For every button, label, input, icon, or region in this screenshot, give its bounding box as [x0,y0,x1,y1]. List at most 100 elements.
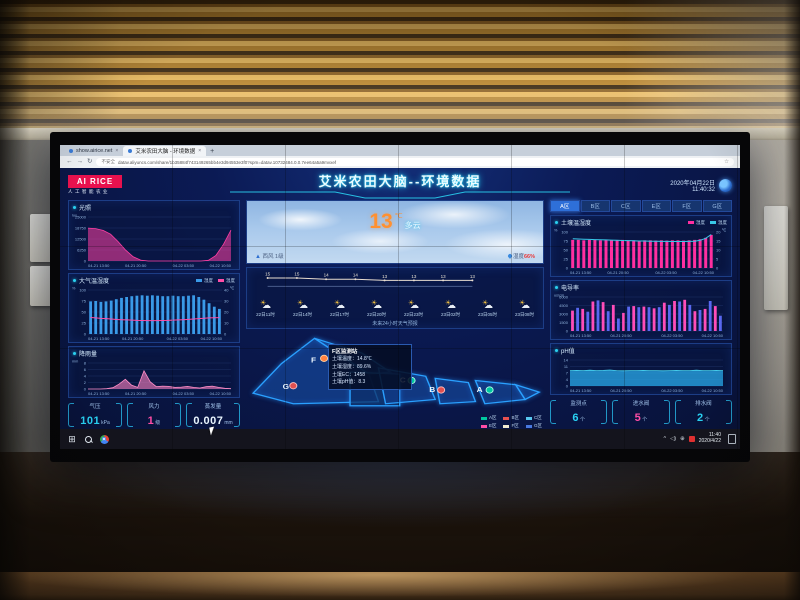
zone-tab[interactable]: E区 [641,200,671,212]
close-icon[interactable]: × [198,148,202,154]
windows-taskbar: ⊞ ^ ◁) ⊕ 11:40 2020/4/22 [60,429,740,449]
map-legend: A区 B区 C区 E区 F区 G区 [480,415,542,429]
tooltip-title: F区监测站 [332,349,358,355]
station-marker-g[interactable] [289,382,298,390]
volume-icon[interactable]: ◁) [670,436,677,442]
partly-cloudy-icon [259,299,272,311]
zone-tab[interactable]: A区 [550,200,580,212]
zone-tab[interactable]: G区 [702,200,732,212]
svg-text:04-21 13:50: 04-21 13:50 [88,391,110,396]
svg-text:04-22 10:50: 04-22 10:50 [702,388,724,393]
humidity-value: 66% [523,254,535,260]
stat-card: 气压 101kPa [68,401,122,429]
svg-text:6000: 6000 [559,295,569,300]
partly-cloudy-icon [333,299,346,311]
svg-text:15: 15 [294,272,300,277]
clock[interactable]: 11:40 2020/4/22 [698,432,721,445]
svg-text:30: 30 [224,299,229,304]
station-marker-b[interactable] [437,386,446,394]
soil-panel: 土壤温湿度 湿度 温度 100 75 50 25 0% 20 15 10 5 0 ℃ 04-21 13:… [550,215,732,277]
svg-text:04-22 03:50: 04-22 03:50 [661,388,683,393]
svg-text:℃: ℃ [722,229,727,233]
new-tab-button[interactable]: + [210,148,215,155]
svg-text:0: 0 [84,259,87,264]
svg-text:mm: mm [72,360,78,364]
svg-text:40: 40 [224,288,229,293]
legend-item: F区 [503,423,519,429]
svg-text:04-21 13:50: 04-21 13:50 [88,336,110,341]
dashboard: AI RICE 人工智能农业 艾米农田大脑--环境数据 2020年04月22日 … [60,168,740,429]
svg-text:us/cm: us/cm [554,294,564,298]
partly-cloudy-icon [518,299,531,311]
svg-text:04-22 03:50: 04-22 03:50 [173,263,195,268]
notification-center-icon[interactable] [728,434,736,444]
legend-item: G区 [525,423,542,429]
zone-tab[interactable]: F区 [672,200,702,212]
right-stats: 监测点 6个 进水阀 5个 排水阀 2个 [550,398,733,426]
stat-card: 风力 1级 [127,401,181,429]
header-time: 11:40:32 [692,186,715,193]
forward-icon[interactable]: → [76,157,84,165]
room-shadow-right [784,0,800,600]
chrome-taskbar-icon[interactable] [96,431,112,447]
panel-title: 降雨量 [79,352,98,358]
zone-label-a: A [477,386,483,394]
browser-tab-1[interactable]: show.airice.net × [64,146,123,156]
svg-text:0: 0 [84,387,87,392]
svg-text:04-22 10:50: 04-22 10:50 [702,333,724,338]
floor-wood-edge [0,572,800,600]
taskbar-date: 2020/4/22 [698,438,721,444]
svg-text:15: 15 [716,239,721,244]
bookmark-star-icon[interactable]: ☆ [724,159,729,165]
stat-card: 监测点 6个 [550,398,608,426]
tab-label: 艾米农田大脑 - 环境数据 [135,149,196,155]
svg-text:6250: 6250 [77,248,87,253]
svg-text:50: 50 [82,310,87,315]
svg-text:75: 75 [82,299,87,304]
logo-mark: AI RICE [68,175,122,188]
room-ceiling [0,0,800,132]
svg-text:0: 0 [566,384,569,389]
svg-text:04-21 13:50: 04-21 13:50 [88,263,110,268]
tray-expand-icon[interactable]: ^ [663,436,667,442]
network-icon[interactable]: ⊕ [680,436,685,442]
partly-cloudy-icon [481,299,494,311]
wind-icon: ▲ [255,254,261,260]
svg-text:%: % [554,229,558,233]
back-icon[interactable]: ← [66,157,73,165]
stat-card: 蒸发量 0.007mm [186,401,240,429]
zone-tab[interactable]: C区 [611,200,641,212]
tab-label: show.airice.net [76,148,113,154]
refresh-icon[interactable]: ↻ [87,157,93,165]
legend-item: C区 [525,415,542,421]
svg-text:0: 0 [566,266,569,271]
zone-label-g: G [283,382,289,390]
station-marker-a[interactable] [485,386,494,394]
svg-text:7: 7 [566,371,569,376]
svg-text:15: 15 [265,272,271,277]
search-icon[interactable] [80,431,96,447]
url-input[interactable]: 不安全 datav.aliyuncs.com/share/1b35884f743… [96,158,734,166]
svg-text:4500: 4500 [559,303,569,308]
rainfall-panel: 降雨量 8 6 4 2 0 mm 04-21 13:50 04-21 20:50 04-22 0… [68,346,240,398]
ph-panel: pH值 14 11 7 4 0 04-21 13:50 04-21 20:50 04-22 0… [550,343,732,395]
svg-text:04-22 03:50: 04-22 03:50 [655,270,677,275]
start-button-icon[interactable]: ⊞ [68,433,76,444]
zone-tab[interactable]: B区 [580,200,610,212]
svg-text:50: 50 [564,248,569,253]
station-tooltip: F区监测站 土壤温度：14.8℃ 土壤湿度：89.6% 土壤EC：1458 土壤pH值… [328,344,412,390]
zone-label-b: B [429,386,435,394]
close-icon[interactable]: × [115,148,119,154]
dashboard-header: AI RICE 人工智能农业 艾米农田大脑--环境数据 2020年04月22日 … [68,170,732,200]
svg-text:04-21 20:50: 04-21 20:50 [125,263,147,268]
svg-text:04-21 13:50: 04-21 13:50 [570,388,592,393]
tray-app-icon[interactable] [688,436,695,442]
station-marker-f[interactable] [320,354,329,362]
svg-text:04-21 20:50: 04-21 20:50 [610,333,632,338]
bullet-icon [73,352,76,355]
browser-tab-2[interactable]: 艾米农田大脑 - 环境数据 × [123,146,207,156]
svg-text:14: 14 [564,358,569,363]
ec-panel: 电导率 6000 4500 3000 1500 0 us/cm 04-21 13:50 04-… [550,280,732,340]
